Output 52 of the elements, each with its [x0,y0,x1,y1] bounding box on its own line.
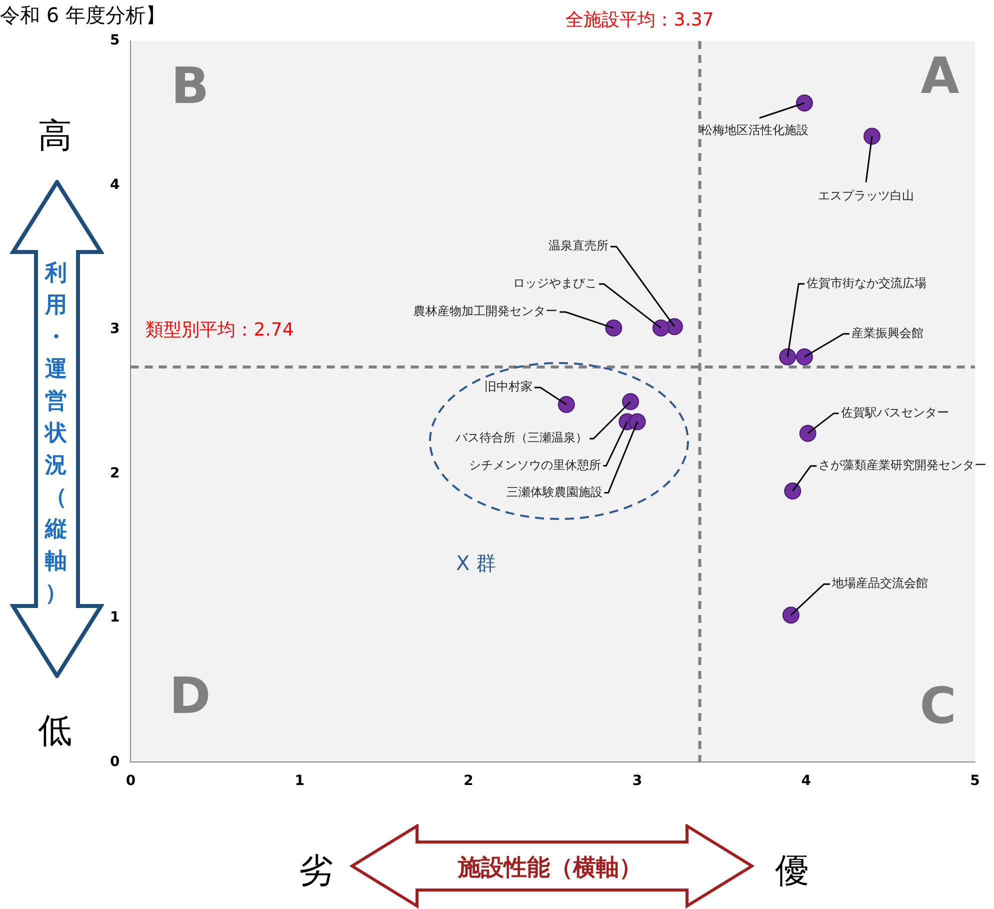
point [605,320,622,337]
x-tick-label: 4 [801,773,812,790]
annotation: さが藻類産業研究開発センター [818,458,987,472]
point [622,393,640,410]
x-tick-label: 5 [970,773,980,790]
annotation: D [169,666,211,725]
annotation: B [170,56,210,115]
annotation: C [920,676,956,735]
ref-line-label: 全施設平均：3.37 [566,10,714,31]
x-tick-label: 2 [464,773,474,790]
text: 劣 [299,850,333,891]
annotation: 旧中村家 [484,380,532,394]
annotation: ロッジやまびこ [512,276,597,290]
y-tick-label: 2 [110,465,120,482]
y-tick-label: 5 [110,32,120,49]
annotation: バス待合所（三瀬温泉） [454,430,588,445]
chart-title: 令和 6 年度分析】 [0,2,166,29]
point [652,320,670,337]
annotation: A [920,46,960,105]
point [864,128,880,145]
annotation: 地場産品交流会館 [830,576,928,590]
ref-line-label: 類型別平均：2.74 [146,320,294,341]
point [796,94,813,112]
annotation: 農林産物加工開発センター [414,304,558,318]
point [558,396,575,413]
annotation: X 群 [456,551,496,576]
annotation: 産業振興会館 [851,326,924,340]
x-axis-title: 施設性能（横軸） [456,854,643,883]
text: 利用・運営状況（縦軸） [45,261,67,606]
annotation: 温泉直売所 [548,238,608,253]
annotation: シチメンソウの里休憩所 [469,458,602,472]
point [779,348,796,366]
text: 優 [775,850,809,891]
point [782,606,800,624]
point [784,482,802,500]
annotation: 佐賀駅バスセンター [840,405,949,420]
annotation: 三瀬体験農園施設 [506,484,602,499]
text: 高 [38,116,72,156]
y-tick-label: 0 [110,754,120,770]
point [799,424,816,442]
y-tick-label: 4 [110,176,120,193]
y-tick-label: 1 [110,610,120,626]
point [628,413,646,430]
point [796,348,813,366]
annotation: 松梅地区活性化施設 [700,123,808,138]
annotation: エスプラッツ白山 [818,188,914,202]
x-tick-label: 3 [632,773,642,790]
x-tick-label: 0 [126,773,136,790]
text: 低 [38,710,72,751]
y-tick-label: 3 [110,321,120,338]
x-tick-label: 1 [294,773,304,790]
annotation: 佐賀市街なか交流広場 [806,276,927,290]
